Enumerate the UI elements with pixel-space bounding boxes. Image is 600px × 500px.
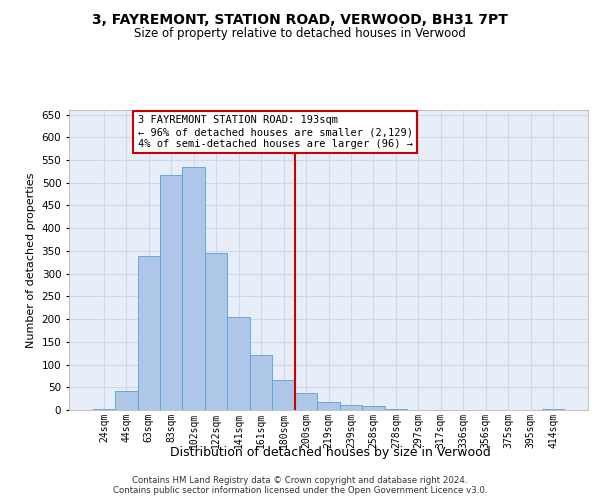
Bar [92,409,115,410]
Bar [160,174,182,410]
Y-axis label: Number of detached properties: Number of detached properties [26,172,36,348]
Bar [205,253,227,410]
Bar [250,356,272,410]
Bar [542,409,565,410]
Bar [137,256,160,410]
Text: Contains public sector information licensed under the Open Government Licence v3: Contains public sector information licen… [113,486,487,495]
Bar [385,408,407,410]
Text: Distribution of detached houses by size in Verwood: Distribution of detached houses by size … [170,446,490,459]
Bar [227,317,250,410]
Bar [295,392,317,410]
Text: Contains HM Land Registry data © Crown copyright and database right 2024.: Contains HM Land Registry data © Crown c… [132,476,468,485]
Bar [272,380,295,410]
Text: 3, FAYREMONT, STATION ROAD, VERWOOD, BH31 7PT: 3, FAYREMONT, STATION ROAD, VERWOOD, BH3… [92,12,508,26]
Bar [340,406,362,410]
Bar [182,167,205,410]
Bar [362,406,385,410]
Bar [317,402,340,410]
Bar [115,391,137,410]
Text: Size of property relative to detached houses in Verwood: Size of property relative to detached ho… [134,28,466,40]
Text: 3 FAYREMONT STATION ROAD: 193sqm
← 96% of detached houses are smaller (2,129)
4%: 3 FAYREMONT STATION ROAD: 193sqm ← 96% o… [137,116,413,148]
